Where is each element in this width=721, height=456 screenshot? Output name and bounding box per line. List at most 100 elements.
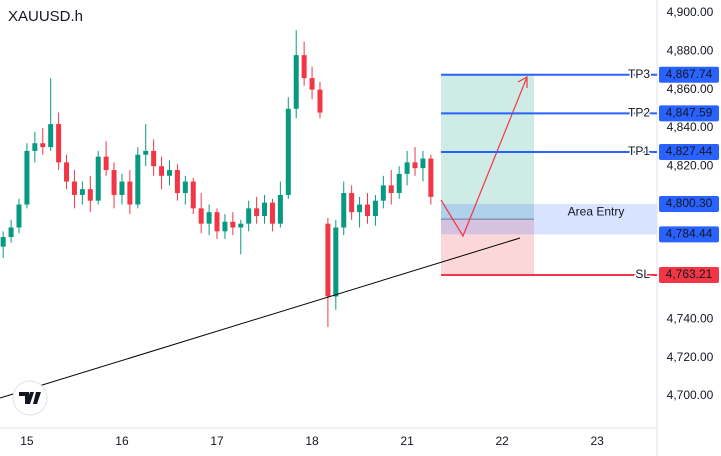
x-tick-label: 22 — [495, 434, 509, 448]
candle-body — [206, 212, 212, 224]
candle-body — [135, 154, 141, 205]
x-tick-label: 21 — [400, 434, 414, 448]
y-tick-label: 4,900.00 — [667, 5, 714, 19]
candle-body — [333, 227, 339, 297]
candle-body — [246, 208, 252, 224]
candle-body — [143, 150, 149, 155]
candle-body — [56, 124, 62, 163]
candle-body — [95, 156, 101, 201]
price-tag-label: 4,827.44 — [666, 144, 713, 158]
candle-body — [285, 108, 291, 195]
candle-body — [428, 158, 434, 197]
candle-body — [230, 221, 236, 228]
entry-zone — [441, 203, 657, 235]
level-name: TP3 — [628, 67, 650, 81]
candle-body — [190, 181, 196, 209]
candle-body — [24, 150, 30, 205]
candle-body — [64, 162, 70, 182]
candle-body — [16, 204, 22, 228]
candle-body — [269, 202, 275, 224]
price-tag — [659, 195, 719, 212]
candle-body — [396, 173, 402, 194]
x-tick-label: 18 — [305, 434, 319, 448]
y-tick-label: 4,840.00 — [667, 120, 714, 134]
levels: TP3 4,867.74 TP2 4,847.59 TP1 4,827.44 SL 4,763… — [441, 65, 719, 283]
candle-body — [111, 170, 117, 195]
candle-body — [159, 166, 165, 176]
price-tag — [659, 266, 719, 283]
candle-body — [222, 221, 228, 232]
candle-body — [301, 55, 307, 79]
x-tick-label: 17 — [210, 434, 224, 448]
loss-box — [441, 219, 534, 275]
candle-body — [119, 181, 125, 195]
y-tick-label: 4,860.00 — [667, 82, 714, 96]
candle-body — [341, 193, 347, 228]
price-tag-label: 4,784.44 — [666, 226, 713, 240]
candle-body — [293, 55, 299, 109]
price-tag — [659, 66, 719, 83]
candle-body — [198, 208, 204, 224]
candle-body — [174, 170, 180, 194]
candle-body — [71, 181, 77, 195]
price-tag-label: 4,763.21 — [666, 267, 713, 281]
price-tag-label: 4,800.30 — [666, 196, 713, 210]
candle-body — [380, 185, 386, 201]
candle-body — [372, 200, 378, 217]
y-tick-label: 4,820.00 — [667, 158, 714, 172]
candle-body — [40, 143, 46, 148]
candles — [0, 30, 434, 328]
price-tag-label: 4,867.74 — [666, 67, 713, 81]
y-tick-label: 4,880.00 — [667, 43, 714, 57]
candle-body — [48, 124, 54, 148]
candle-body — [349, 193, 355, 213]
candle-body — [404, 162, 410, 174]
level-name: TP1 — [628, 144, 650, 158]
price-tag — [659, 143, 719, 160]
candle-body — [0, 237, 6, 247]
level-name: SL — [635, 267, 650, 281]
candle-body — [277, 194, 283, 224]
candle-body — [8, 227, 14, 238]
projection-arrow — [440, 76, 528, 238]
profit-box — [441, 74, 534, 220]
trend-line — [0, 237, 521, 399]
x-tick-label: 16 — [115, 434, 129, 448]
axes: 4,900.00 4,880.00 4,860.00 4,840.00 4,820.00… — [20, 5, 713, 448]
candle-body — [214, 212, 220, 232]
x-tick-label: 23 — [591, 434, 605, 448]
tv-logo — [12, 380, 48, 416]
candle-body — [32, 143, 38, 151]
y-tick-label: 4,740.00 — [667, 312, 714, 326]
y-tick-label: 4,700.00 — [667, 388, 714, 402]
candle-body — [182, 181, 188, 194]
price-tag — [659, 105, 719, 122]
candle-body — [103, 156, 109, 171]
chart-title: XAUUSD.h — [8, 8, 83, 25]
candle-body — [79, 189, 85, 195]
candle-body — [238, 223, 244, 228]
price-tag-label: 4,847.59 — [666, 106, 713, 120]
candle-body — [254, 208, 260, 217]
candle-body — [309, 78, 315, 90]
candle-body — [357, 204, 363, 213]
x-tick-label: 15 — [20, 434, 34, 448]
arrow-head — [517, 75, 528, 88]
candle-body — [262, 202, 268, 217]
candle-body — [127, 181, 133, 205]
candle-body — [412, 162, 418, 169]
candle-body — [317, 89, 323, 113]
candle-body — [364, 204, 370, 217]
candle-body — [87, 189, 93, 201]
level-name: TP2 — [628, 106, 650, 120]
price-tag — [659, 226, 719, 243]
position-boxes: Area Entry — [441, 74, 657, 275]
candle-body — [388, 185, 394, 194]
candle-body — [166, 170, 172, 176]
candle-body — [151, 150, 157, 167]
candle-body — [325, 223, 331, 297]
candle-body — [420, 158, 426, 169]
y-tick-label: 4,720.00 — [667, 350, 714, 364]
zone-label: Area Entry — [568, 204, 625, 218]
